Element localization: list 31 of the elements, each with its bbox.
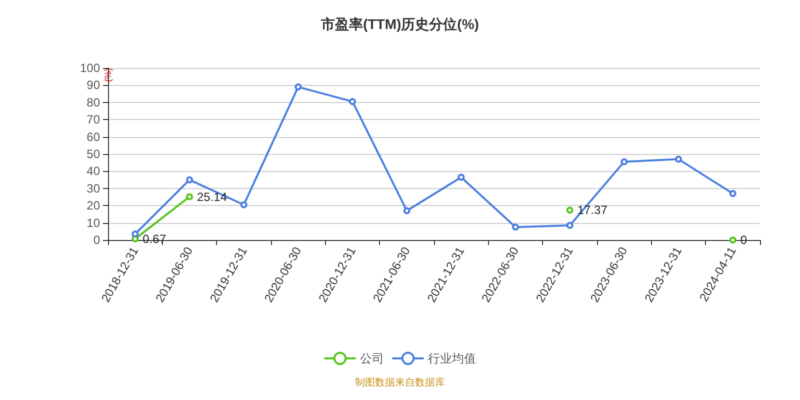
- y-tick-label: 40: [86, 164, 100, 178]
- y-tick-label: 50: [86, 147, 100, 161]
- point: [240, 201, 248, 208]
- point: [186, 176, 193, 184]
- y-tick-label: 80: [86, 95, 100, 110]
- point: [186, 193, 193, 200]
- point: [294, 83, 302, 90]
- point: [512, 224, 519, 231]
- point: [620, 158, 628, 166]
- point: [566, 206, 574, 214]
- y-tick-label: 70: [86, 112, 100, 127]
- point: [729, 190, 736, 198]
- chart-title: 市盈率(TTM)历史分位(%): [320, 16, 479, 32]
- point: [729, 236, 736, 244]
- legend-label: 公司: [360, 351, 384, 366]
- y-tick-label: 60: [86, 130, 100, 144]
- y-tick-label: 20: [86, 198, 100, 213]
- y-tick-label: 30: [86, 181, 100, 196]
- point: [458, 174, 465, 181]
- text: 制图数据来自数据库: [355, 376, 445, 388]
- y-tick-label: 100: [80, 61, 100, 75]
- point: [403, 207, 410, 214]
- y-tick-label: 0: [93, 233, 100, 247]
- point: [566, 222, 574, 229]
- y-tick-label: 10: [86, 216, 100, 230]
- legend-label: 行业均值: [428, 351, 476, 366]
- y-tick-label: 90: [86, 78, 100, 92]
- point: [349, 98, 356, 106]
- data-label: 25.14: [197, 190, 228, 204]
- point: [675, 156, 682, 163]
- point: [132, 230, 139, 238]
